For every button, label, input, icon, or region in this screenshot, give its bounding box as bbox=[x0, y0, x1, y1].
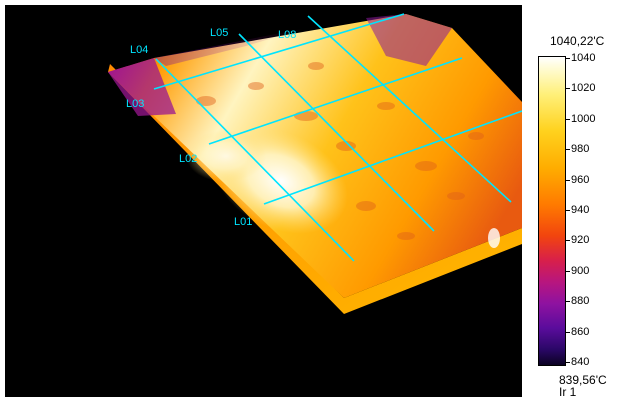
scale-tick bbox=[565, 149, 570, 151]
scale-tick-label: 1020 bbox=[571, 82, 596, 95]
scale-tick-label: 880 bbox=[571, 295, 590, 308]
line-l08[interactable] bbox=[307, 15, 512, 203]
line-label-l01: L01 bbox=[234, 216, 252, 228]
line-l05[interactable] bbox=[238, 33, 435, 232]
scale-tick-label: 960 bbox=[571, 173, 590, 186]
scale-tick bbox=[565, 58, 570, 59]
line-label-l08: L08 bbox=[278, 29, 296, 41]
min-temperature-label: 839,56'C bbox=[559, 373, 607, 387]
line-l02[interactable] bbox=[208, 57, 463, 145]
thermal-image-view[interactable]: L01 L02 L03 L04 L05 L08 bbox=[5, 5, 523, 397]
line-label-l04: L04 bbox=[130, 44, 148, 56]
scale-tick bbox=[565, 179, 570, 181]
line-l04[interactable] bbox=[155, 58, 355, 262]
scale-tick bbox=[565, 118, 570, 120]
line-label-l02: L02 bbox=[179, 153, 197, 165]
line-l01[interactable] bbox=[263, 110, 522, 205]
scale-tick bbox=[565, 362, 570, 363]
scale-tick-label: 900 bbox=[571, 264, 590, 277]
scale-tick-label: 920 bbox=[571, 234, 590, 247]
scale-tick bbox=[565, 301, 570, 303]
image-name-label: Ir 1 bbox=[559, 385, 577, 399]
thermal-image: L01 L02 L03 L04 L05 L08 bbox=[108, 13, 522, 314]
scale-tick-label: 940 bbox=[571, 204, 590, 216]
scale-tick bbox=[565, 210, 570, 211]
scale-tick-label: 840 bbox=[571, 356, 590, 368]
scale-tick bbox=[565, 331, 570, 333]
line-label-l05: L05 bbox=[210, 27, 228, 39]
temperature-scale-panel: 1040,22'C 1040 1020 1000 980 960 940 920 900 880… bbox=[522, 5, 621, 401]
palette-colorbar[interactable] bbox=[538, 56, 566, 366]
scale-tick bbox=[565, 240, 570, 242]
scale-tick-label: 1040 bbox=[571, 52, 596, 64]
line-l03[interactable] bbox=[153, 13, 405, 90]
measurement-lines bbox=[153, 13, 522, 262]
scale-tick-label: 1000 bbox=[571, 112, 596, 125]
scale-tick-label: 980 bbox=[571, 143, 590, 156]
max-temperature-label: 1040,22'C bbox=[550, 34, 605, 48]
scale-tick-label: 860 bbox=[571, 325, 590, 338]
scale-tick bbox=[565, 88, 570, 90]
line-label-l03: L03 bbox=[126, 98, 144, 110]
scale-tick bbox=[565, 270, 570, 272]
